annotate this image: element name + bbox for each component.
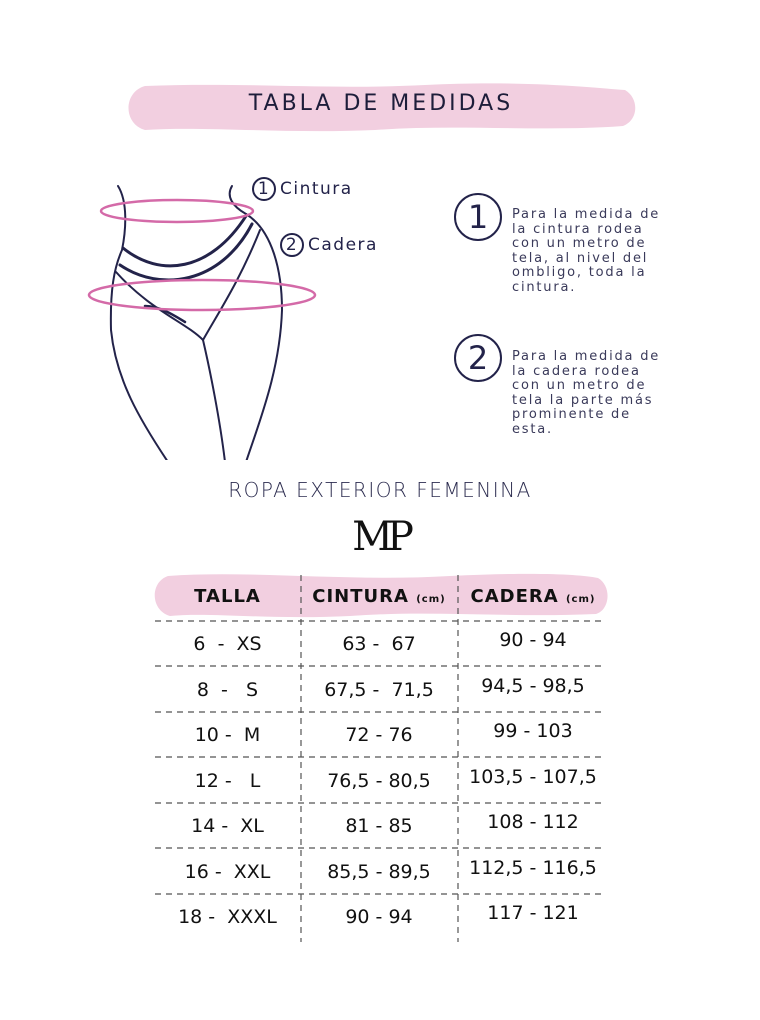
cell-cadera: 112,5 - 116,5 [469, 856, 597, 879]
table-header-band [154, 573, 608, 618]
instruction-number-1: 1 [454, 193, 502, 241]
figure-label-cadera: 2 Cadera [280, 233, 378, 257]
body-measurement-illustration [87, 185, 317, 460]
cell-talla: 18 - XXXL [178, 906, 277, 928]
header-talla: TALLA [194, 586, 261, 607]
cell-cadera: 103,5 - 107,5 [469, 765, 597, 788]
brand-logo: MP [352, 514, 414, 560]
header-cadera: CADERA (cm) [470, 586, 596, 607]
cell-cintura: 76,5 - 80,5 [327, 769, 431, 792]
cell-cintura: 63 - 67 [342, 633, 416, 655]
instruction-text-1: Para la medida de la cintura rodea con un … [512, 207, 661, 295]
cell-talla: 6 - XS [193, 633, 262, 655]
instruction-number-2: 2 [454, 334, 502, 382]
cell-cadera: 94,5 - 98,5 [481, 674, 585, 697]
cell-cadera: 99 - 103 [493, 720, 573, 742]
cell-cadera: 117 - 121 [487, 902, 579, 924]
cell-cadera: 90 - 94 [499, 629, 567, 651]
cell-talla: 12 - L [194, 769, 261, 792]
instruction-text-2: Para la medida de la cadera rodea con un m… [512, 349, 661, 437]
cell-talla: 14 - XL [191, 815, 264, 837]
page-title: TABLA DE MEDIDAS [248, 91, 514, 116]
cell-cintura: 67,5 - 71,5 [324, 678, 434, 701]
header-cintura: CINTURA (cm) [312, 586, 446, 607]
cell-cintura: 72 - 76 [345, 724, 413, 746]
cell-cintura: 90 - 94 [345, 906, 413, 928]
label-text: Cadera [308, 235, 378, 255]
cell-talla: 8 - S [196, 678, 259, 701]
number-badge: 1 [252, 177, 276, 201]
title-banner [128, 83, 636, 132]
cell-cintura: 85,5 - 89,5 [327, 860, 431, 883]
label-text: Cintura [280, 179, 353, 199]
cell-talla: 16 - XXL [184, 860, 271, 883]
number-badge: 2 [280, 233, 304, 257]
cell-cintura: 81 - 85 [345, 815, 413, 837]
section-title: ROPA EXTERIOR FEMENINA [228, 478, 532, 502]
cell-cadera: 108 - 112 [487, 811, 579, 833]
figure-label-cintura: 1 Cintura [252, 177, 353, 201]
cell-talla: 10 - M [194, 724, 261, 746]
